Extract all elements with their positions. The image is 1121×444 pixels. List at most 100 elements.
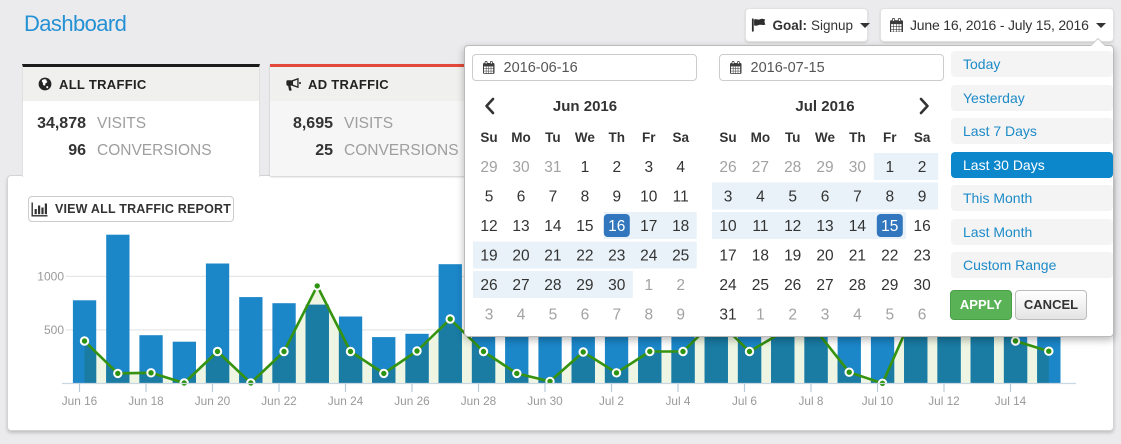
svg-text:Jul 10: Jul 10 <box>862 394 894 408</box>
svg-text:Jul 6: Jul 6 <box>732 394 757 408</box>
svg-text:Sa: Sa <box>672 130 689 145</box>
svg-text:Jun 20: Jun 20 <box>195 394 231 408</box>
svg-text:We: We <box>815 130 835 145</box>
svg-text:17: 17 <box>640 218 657 235</box>
svg-text:6: 6 <box>517 188 526 205</box>
svg-text:14: 14 <box>849 218 867 235</box>
svg-text:13: 13 <box>512 218 529 235</box>
svg-text:Su: Su <box>719 130 736 145</box>
svg-text:23: 23 <box>913 247 930 264</box>
svg-text:26: 26 <box>480 277 497 294</box>
svg-text:27: 27 <box>512 277 529 294</box>
svg-text:4: 4 <box>756 188 765 205</box>
svg-text:Th: Th <box>609 130 626 145</box>
svg-text:6: 6 <box>918 306 927 323</box>
svg-text:29: 29 <box>881 277 898 294</box>
svg-text:500: 500 <box>44 323 64 337</box>
svg-text:21: 21 <box>849 247 866 264</box>
svg-text:We: We <box>575 130 595 145</box>
svg-text:4: 4 <box>853 306 862 323</box>
svg-text:17: 17 <box>719 247 736 264</box>
svg-text:8: 8 <box>644 306 653 323</box>
svg-text:30: 30 <box>913 277 931 294</box>
svg-text:Mo: Mo <box>751 130 771 145</box>
svg-text:3: 3 <box>644 159 653 176</box>
svg-text:5: 5 <box>885 306 894 323</box>
svg-text:11: 11 <box>673 188 689 205</box>
svg-text:Fr: Fr <box>642 130 656 145</box>
svg-text:6: 6 <box>821 188 830 205</box>
svg-text:30: 30 <box>512 159 530 176</box>
svg-text:24: 24 <box>640 247 658 264</box>
svg-text:5: 5 <box>788 188 797 205</box>
svg-text:2: 2 <box>676 277 685 294</box>
svg-text:Fr: Fr <box>883 130 897 145</box>
svg-text:9: 9 <box>676 306 685 323</box>
svg-text:Jul 2016: Jul 2016 <box>795 98 854 115</box>
svg-text:21: 21 <box>544 247 561 264</box>
svg-text:22: 22 <box>881 247 898 264</box>
svg-text:1000: 1000 <box>37 269 64 283</box>
svg-text:5: 5 <box>549 306 558 323</box>
svg-text:19: 19 <box>480 247 497 264</box>
svg-text:8: 8 <box>885 188 894 205</box>
svg-text:25: 25 <box>752 277 769 294</box>
svg-text:Mo: Mo <box>511 130 531 145</box>
svg-text:29: 29 <box>816 159 833 176</box>
svg-text:30: 30 <box>849 159 867 176</box>
svg-text:19: 19 <box>784 247 801 264</box>
svg-text:Jun 28: Jun 28 <box>461 394 497 408</box>
svg-text:Tu: Tu <box>785 130 801 145</box>
svg-text:23: 23 <box>608 247 625 264</box>
svg-text:Su: Su <box>480 130 497 145</box>
svg-text:10: 10 <box>719 218 737 235</box>
svg-text:24: 24 <box>719 277 737 294</box>
svg-text:28: 28 <box>544 277 561 294</box>
svg-text:16: 16 <box>608 218 625 235</box>
svg-text:28: 28 <box>784 159 801 176</box>
svg-text:12: 12 <box>784 218 801 235</box>
svg-text:31: 31 <box>544 159 561 176</box>
svg-text:25: 25 <box>672 247 689 264</box>
svg-text:15: 15 <box>576 218 593 235</box>
svg-text:29: 29 <box>576 277 593 294</box>
svg-text:18: 18 <box>672 218 689 235</box>
svg-text:9: 9 <box>612 188 621 205</box>
svg-text:30: 30 <box>608 277 626 294</box>
svg-text:16: 16 <box>913 218 930 235</box>
svg-text:12: 12 <box>480 218 497 235</box>
svg-text:1: 1 <box>885 159 894 176</box>
svg-text:Jun 18: Jun 18 <box>128 394 164 408</box>
svg-text:28: 28 <box>849 277 866 294</box>
svg-text:Jul 12: Jul 12 <box>928 394 959 408</box>
svg-text:Jun 26: Jun 26 <box>394 394 430 408</box>
svg-text:7: 7 <box>612 306 621 323</box>
svg-text:27: 27 <box>816 277 833 294</box>
svg-text:Jul 4: Jul 4 <box>666 394 691 408</box>
svg-text:Jul 8: Jul 8 <box>799 394 824 408</box>
svg-text:6: 6 <box>581 306 590 323</box>
svg-text:Jun 2016: Jun 2016 <box>553 98 617 115</box>
svg-text:7: 7 <box>549 188 558 205</box>
svg-text:1: 1 <box>644 277 653 294</box>
svg-text:5: 5 <box>485 188 494 205</box>
svg-text:2: 2 <box>918 159 927 176</box>
svg-text:4: 4 <box>517 306 526 323</box>
svg-text:1: 1 <box>756 306 765 323</box>
svg-text:Sa: Sa <box>914 130 931 145</box>
svg-text:4: 4 <box>676 159 685 176</box>
svg-text:14: 14 <box>544 218 562 235</box>
svg-text:3: 3 <box>724 188 733 205</box>
svg-text:29: 29 <box>480 159 497 176</box>
svg-text:Jul 2: Jul 2 <box>599 394 624 408</box>
svg-text:2: 2 <box>788 306 797 323</box>
svg-text:10: 10 <box>640 188 658 205</box>
svg-text:Tu: Tu <box>545 130 561 145</box>
svg-text:Jun 30: Jun 30 <box>527 394 563 408</box>
svg-text:Jun 22: Jun 22 <box>261 394 296 408</box>
svg-text:11: 11 <box>752 218 768 235</box>
svg-text:18: 18 <box>752 247 769 264</box>
svg-text:9: 9 <box>918 188 927 205</box>
svg-text:31: 31 <box>719 306 736 323</box>
svg-text:8: 8 <box>581 188 590 205</box>
